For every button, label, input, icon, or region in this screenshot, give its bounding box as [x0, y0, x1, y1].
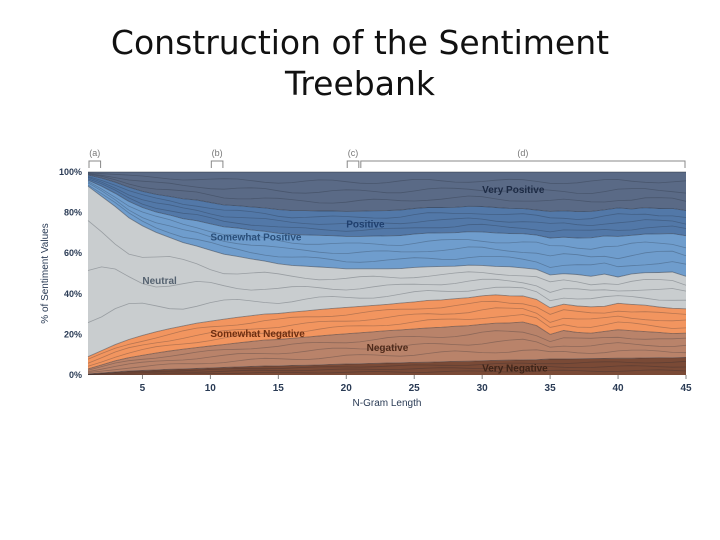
strand-somewhat-negative-3	[87, 300, 687, 360]
y-tick-label: 80%	[64, 208, 82, 218]
y-tick-label: 0%	[69, 370, 82, 380]
strand-somewhat-positive-2	[87, 182, 687, 260]
strand-negative-2	[87, 338, 687, 373]
label-very-negative: Very Negative	[482, 363, 548, 374]
bracket-d	[360, 160, 686, 168]
bracket-label: (c)	[348, 148, 359, 158]
slide-title-line-1: Construction of the Sentiment	[110, 23, 610, 62]
strand-somewhat-negative-1	[87, 314, 687, 367]
strand-negative-1	[87, 349, 687, 373]
bracket-label: (b)	[212, 148, 223, 158]
boundary-somewhat-negative	[87, 294, 687, 358]
strand-neutral-3	[87, 220, 687, 286]
label-positive: Positive	[346, 219, 385, 230]
x-tick-label: 5	[140, 383, 146, 394]
strand-very-negative-1	[87, 369, 687, 376]
ngram-brackets: (a) (b) (c) (d)	[88, 148, 686, 168]
boundary-positive	[87, 174, 687, 213]
boundary-negative	[87, 321, 687, 370]
bracket-label: (d)	[517, 148, 528, 158]
band-labels: Very Negative Negative Somewhat Negative Ne…	[142, 185, 548, 375]
bracket-c	[346, 160, 360, 168]
boundary-very-negative	[87, 357, 687, 375]
strand-somewhat-negative-2	[87, 307, 687, 364]
label-negative: Negative	[367, 343, 409, 354]
chart-bands	[88, 172, 686, 375]
band-somewhat-negative	[88, 294, 686, 369]
label-neutral: Neutral	[142, 276, 177, 287]
band-very-negative	[88, 357, 686, 375]
strand-very-positive-2	[87, 173, 687, 195]
strand-neutral-1	[87, 286, 687, 323]
band-neutral	[88, 186, 686, 357]
bracket-b	[210, 160, 224, 168]
strand-positive-3	[87, 176, 687, 220]
x-tick-label: 15	[273, 383, 285, 394]
band-negative	[88, 322, 686, 374]
boundary-somewhat-positive	[87, 179, 687, 239]
boundary-neutral	[87, 185, 687, 278]
strand-negative-3	[87, 330, 687, 371]
strand-positive-1	[87, 178, 687, 233]
x-axis-title: N-Gram Length	[353, 398, 422, 409]
x-tick-label: 40	[612, 383, 624, 394]
y-axis-title: % of Sentiment Values	[40, 223, 51, 323]
label-very-positive: Very Positive	[482, 185, 545, 196]
y-tick-label: 20%	[64, 329, 82, 339]
label-somewhat-negative: Somewhat Negative	[210, 329, 305, 340]
band-somewhat-positive	[88, 180, 686, 277]
strand-somewhat-positive-1	[87, 184, 687, 268]
x-tick-label: 20	[341, 383, 353, 394]
x-axis-ticks: 5 10 15 20 25 30 35 40 45	[140, 375, 692, 394]
y-tick-label: 100%	[59, 167, 82, 177]
x-tick-label: 30	[477, 383, 489, 394]
band-very-positive	[88, 172, 686, 212]
bracket-a	[88, 160, 102, 168]
slide-title-line-2: Treebank	[285, 64, 435, 103]
x-tick-label: 10	[205, 383, 217, 394]
slide-title: Construction of the Sentiment Treebank	[0, 22, 720, 104]
strand-very-positive-3	[87, 172, 687, 185]
x-tick-label: 35	[545, 383, 557, 394]
strand-neutral-2	[87, 266, 687, 293]
band-positive	[88, 175, 686, 238]
strand-very-negative-3	[87, 360, 687, 375]
y-axis-ticks: 0% 20% 40% 60% 80% 100%	[59, 167, 82, 380]
strand-very-positive-1	[87, 173, 687, 204]
x-tick-label: 45	[680, 383, 692, 394]
chart-strands	[87, 171, 687, 376]
strand-positive-2	[87, 177, 687, 227]
label-somewhat-positive: Somewhat Positive	[210, 232, 302, 243]
strand-somewhat-positive-3	[87, 181, 687, 250]
y-tick-label: 60%	[64, 248, 82, 258]
bracket-label: (a)	[89, 148, 100, 158]
y-tick-label: 40%	[64, 289, 82, 299]
x-tick-label: 25	[409, 383, 421, 394]
strand-very-negative-2	[87, 365, 687, 375]
